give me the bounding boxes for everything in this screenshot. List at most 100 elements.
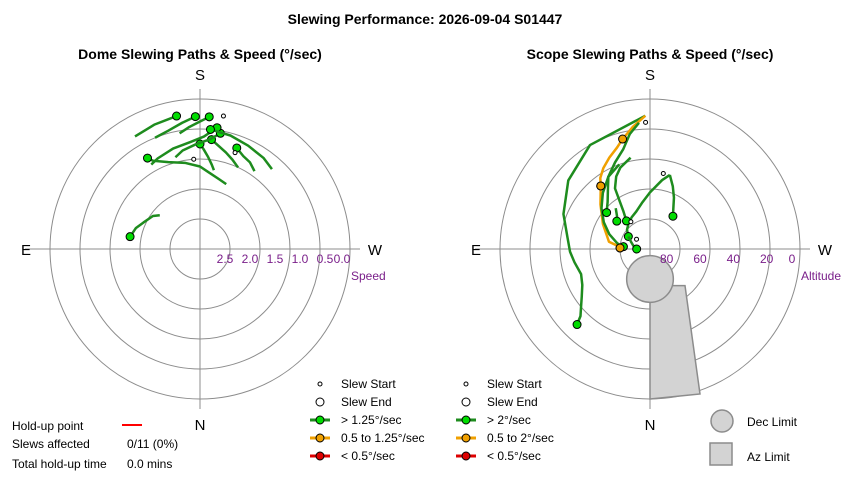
dec-limit-region <box>625 254 675 304</box>
scope-legend-end: Slew End <box>487 395 538 409</box>
legend-medium-marker <box>315 433 325 443</box>
scope-legend-start-marker <box>463 381 469 387</box>
dome-radial-tick: 2.5 <box>217 252 234 266</box>
scope-legend: Slew Start Slew End > 2°/sec 0.5 to 2°/s… <box>456 377 798 466</box>
scope-radial-ticks: 80 60 40 20 0 <box>660 252 796 266</box>
dome-legend-end: Slew End <box>341 395 392 409</box>
dome-radial-tick: 1.0 <box>292 252 309 266</box>
slews-affected-label: Slews affected <box>12 437 90 451</box>
dome-radial-tick: 0.5 <box>317 252 334 266</box>
dome-legend: Slew Start Slew End > 1.25°/sec 0.5 to 1… <box>310 377 425 463</box>
dome-slew-path <box>154 115 196 139</box>
scope-slew-start-marker <box>634 236 640 242</box>
scope-legend-end-marker <box>461 397 471 407</box>
dome-slew-end-point <box>205 124 215 134</box>
scope-paths <box>562 114 678 330</box>
dome-slew-path <box>210 138 240 169</box>
scope-medium-end-point <box>596 181 606 191</box>
dome-slew-end-point <box>172 111 182 121</box>
scope-chart: Scope Slewing Paths & Speed (°/sec) S N … <box>471 46 841 434</box>
slews-affected-value: 0/11 (0%) <box>127 437 178 451</box>
scope-radial-tick: 40 <box>727 252 741 266</box>
scope-slew-path <box>599 114 647 187</box>
scope-medium-end-point <box>618 134 628 144</box>
dome-slew-end-point <box>204 112 214 122</box>
dome-dir-right: W <box>368 242 383 259</box>
scope-slew-end-point <box>632 244 642 254</box>
scope-radial-tick: 20 <box>760 252 774 266</box>
legend-end-marker <box>315 397 325 407</box>
scope-radial-tick: 0 <box>789 252 796 266</box>
scope-slew-start-marker <box>643 119 649 125</box>
scope-legend-slow: < 0.5°/sec <box>487 449 541 463</box>
scope-limits <box>625 254 701 400</box>
scope-slew-path <box>605 122 640 213</box>
dome-radial-tick: 2.0 <box>242 252 259 266</box>
scope-slew-start-marker <box>628 219 634 225</box>
dome-legend-start: Slew Start <box>341 377 396 391</box>
scope-slew-path <box>562 114 646 326</box>
scope-legend-fast: > 2°/sec <box>487 413 531 427</box>
scope-slew-start-marker <box>660 170 666 176</box>
dome-slew-path <box>235 147 256 172</box>
scope-radial-label: Altitude <box>801 269 841 283</box>
dome-paths <box>125 111 273 242</box>
dome-dir-bottom: N <box>195 417 206 434</box>
scope-dir-bottom: N <box>645 417 656 434</box>
figure-title: Slewing Performance: 2026-09-04 S01447 <box>288 11 563 27</box>
dec-limit-legend-label: Dec Limit <box>747 415 798 429</box>
az-limit-region <box>649 284 701 400</box>
scope-slew-path <box>668 174 676 217</box>
dome-slew-start-marker <box>191 156 197 162</box>
scope-chart-title: Scope Slewing Paths & Speed (°/sec) <box>527 46 774 62</box>
scope-radial-tick: 80 <box>660 252 674 266</box>
dome-slew-path <box>210 128 273 170</box>
dome-slew-start-marker <box>220 113 226 119</box>
scope-legend-slow-marker <box>461 451 471 461</box>
dome-dir-left: E <box>21 242 31 259</box>
dome-legend-fast: > 1.25°/sec <box>341 413 402 427</box>
dome-dir-top: S <box>195 67 205 84</box>
scope-slew-end-point <box>612 216 622 226</box>
dome-chart: Dome Slewing Paths & Speed (°/sec) S N E… <box>21 46 386 434</box>
total-holdup-value: 0.0 mins <box>127 457 172 471</box>
scope-radial-tick: 60 <box>693 252 707 266</box>
scope-legend-fast-marker <box>461 415 471 425</box>
dome-slew-end-point <box>190 112 200 122</box>
dome-slew-path <box>146 156 227 186</box>
dome-legend-slow: < 0.5°/sec <box>341 449 395 463</box>
dome-slew-path <box>129 214 160 238</box>
total-holdup-label: Total hold-up time <box>12 457 107 471</box>
az-limit-legend-label: Az Limit <box>747 450 790 464</box>
dome-radial-tick: 1.5 <box>267 252 284 266</box>
scope-dir-top: S <box>645 67 655 84</box>
scope-rings <box>475 89 810 409</box>
dome-radial-label: Speed <box>351 269 386 283</box>
scope-slew-end-point <box>602 208 612 218</box>
legend-start-marker <box>317 381 323 387</box>
dome-slew-path <box>150 126 218 166</box>
holdup-label: Hold-up point <box>12 419 84 433</box>
scope-slew-path <box>613 156 632 222</box>
dome-radial-ticks: 2.5 2.0 1.5 1.0 0.5 0.0 <box>217 252 351 266</box>
dome-slew-path <box>134 114 178 138</box>
dome-slew-end-point <box>143 153 152 163</box>
scope-dir-right: W <box>818 242 833 259</box>
scope-legend-medium: 0.5 to 2°/sec <box>487 431 554 445</box>
dome-slew-path <box>178 115 210 135</box>
az-limit-legend-icon <box>709 442 733 466</box>
scope-slew-path <box>625 173 671 237</box>
scope-dir-left: E <box>471 242 481 259</box>
legend-fast-marker <box>315 415 325 425</box>
scope-legend-start: Slew Start <box>487 377 542 391</box>
legend-slow-marker <box>315 451 325 461</box>
dome-slew-path <box>174 132 222 159</box>
dome-legend-medium: 0.5 to 1.25°/sec <box>341 431 425 445</box>
dome-rings <box>25 89 360 409</box>
scope-slew-end-point <box>668 211 678 221</box>
dome-radial-tick: 0.0 <box>334 252 351 266</box>
dome-chart-title: Dome Slewing Paths & Speed (°/sec) <box>78 46 322 62</box>
scope-slew-end-point <box>572 320 582 330</box>
scope-medium-end-point <box>615 243 625 253</box>
